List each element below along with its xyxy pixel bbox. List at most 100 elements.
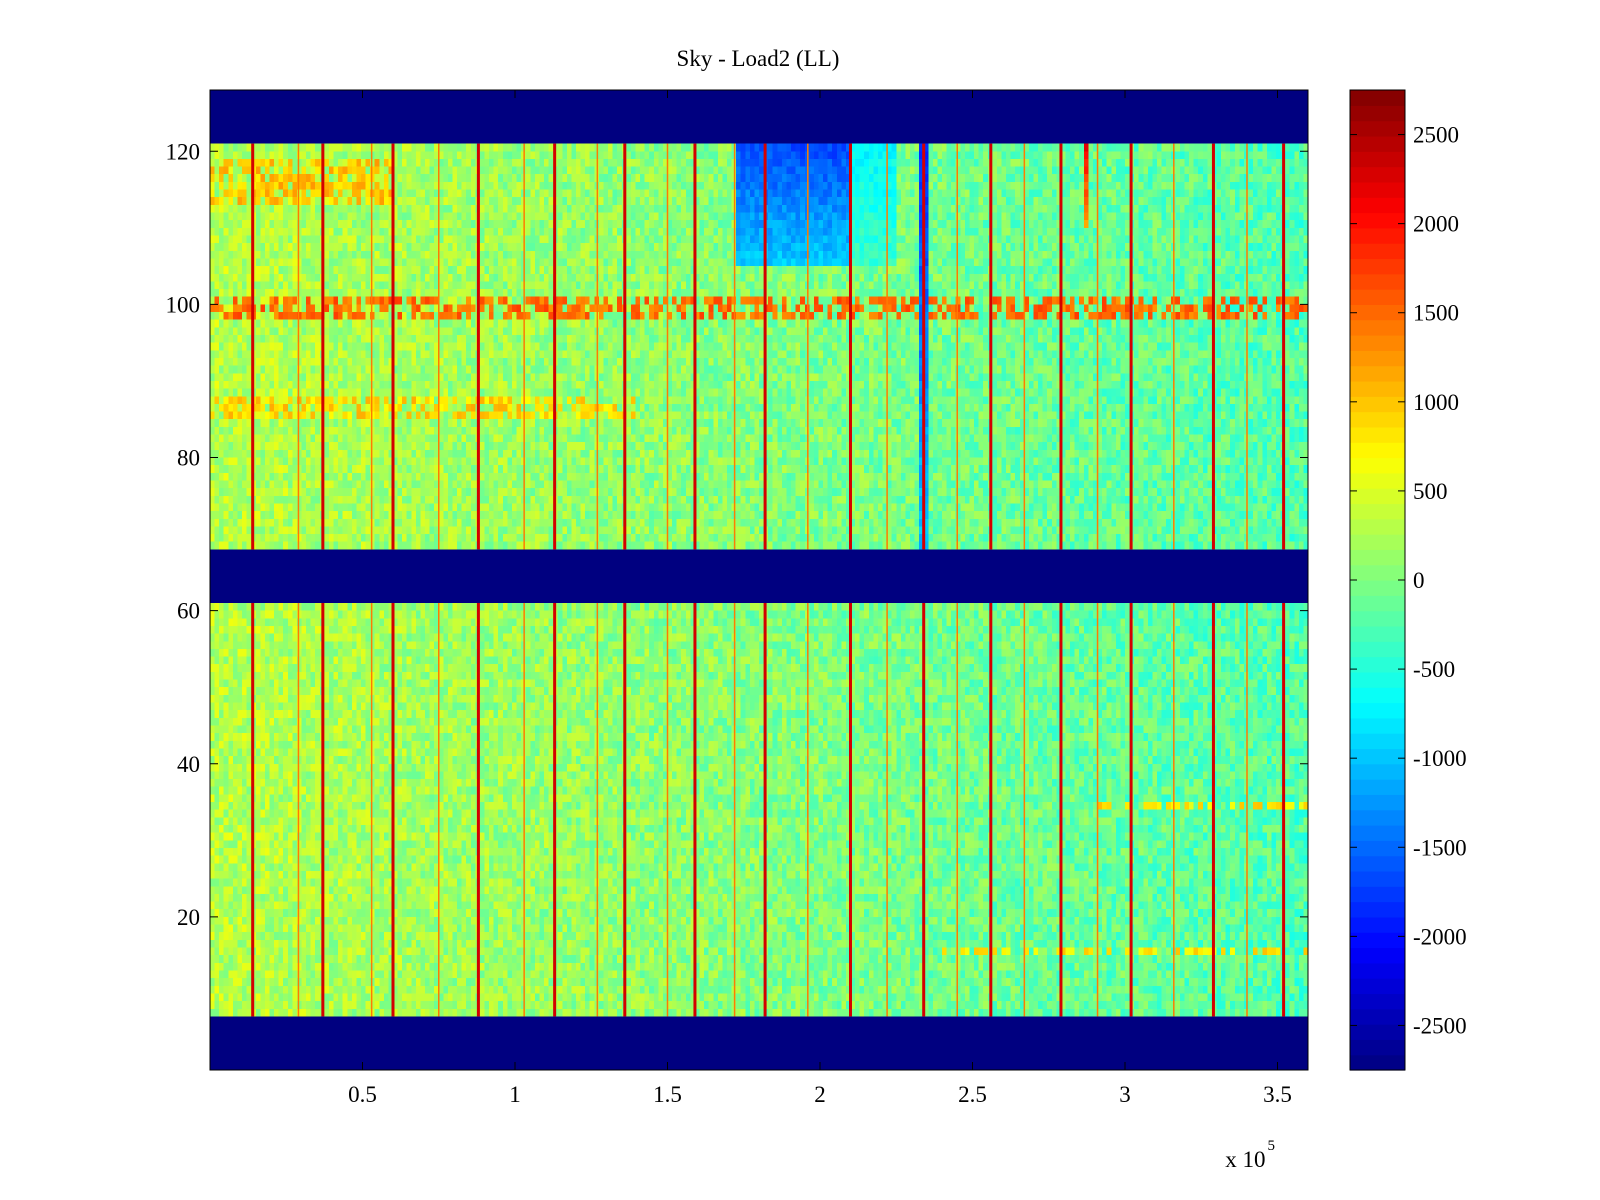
minor-spike-line <box>1173 602 1175 1017</box>
colorbar-tick-label: 500 <box>1413 479 1448 504</box>
colorbar-segment <box>1350 503 1405 520</box>
colorbar-segment <box>1350 748 1405 765</box>
spike-line <box>989 143 993 550</box>
minor-spike-line <box>1023 143 1026 550</box>
colorbar-segment <box>1350 671 1405 688</box>
spike-line <box>1282 143 1286 550</box>
spike-line <box>922 143 926 550</box>
x-tick-label: 2.5 <box>958 1082 987 1107</box>
colorbar-tick-label: -1000 <box>1413 746 1467 771</box>
minor-spike-line <box>666 143 669 550</box>
colorbar-segment <box>1350 595 1405 612</box>
colorbar-segment <box>1350 733 1405 750</box>
colorbar-segment <box>1350 197 1405 214</box>
spike-line <box>623 143 627 550</box>
spike-line <box>391 143 395 550</box>
spike-line <box>553 143 557 550</box>
y-axis: 20 40 60 80 100 120 <box>166 139 1308 930</box>
colorbar-segment <box>1350 763 1405 780</box>
colorbar-segment <box>1350 610 1405 627</box>
heatmap-plot-area <box>210 90 1308 1070</box>
spike-line <box>763 143 767 550</box>
minor-spike-line <box>523 143 525 550</box>
spike-line <box>1211 602 1215 1017</box>
colorbar-segment <box>1350 779 1405 795</box>
minor-spike-line <box>1173 143 1175 550</box>
colorbar-segment <box>1350 840 1405 857</box>
y-tick-label: 120 <box>166 139 201 164</box>
colorbar-segment <box>1350 717 1405 734</box>
spike-line <box>553 602 557 1017</box>
colorbar-segment <box>1350 273 1405 290</box>
colorbar-segment <box>1350 289 1405 305</box>
x-multiplier-exponent: 5 <box>1268 1138 1276 1154</box>
colorbar-segment <box>1350 518 1405 535</box>
y-tick-label: 100 <box>166 292 201 317</box>
colorbar-segment <box>1350 166 1405 183</box>
colorbar-tick-label: 2500 <box>1413 123 1459 148</box>
heatmap-image <box>210 90 1308 1070</box>
colorbar-segment <box>1350 978 1405 995</box>
colorbar-segment <box>1350 365 1405 382</box>
colorbar-segment <box>1350 962 1405 979</box>
y-tick-label: 60 <box>177 599 200 624</box>
colorbar-segment <box>1350 825 1405 841</box>
colorbar-segment <box>1350 870 1405 887</box>
colorbar-segment <box>1350 993 1405 1010</box>
colorbar-segment <box>1350 227 1405 244</box>
colorbar-tick-label: -500 <box>1413 657 1455 682</box>
colorbar-segment <box>1350 886 1405 903</box>
colorbar-segment <box>1350 319 1405 336</box>
colorbar-segment <box>1350 1024 1405 1040</box>
spike-line <box>989 602 993 1017</box>
colorbar-segment <box>1350 641 1405 658</box>
colorbar-segment <box>1350 549 1405 566</box>
minor-spike-line <box>1246 602 1248 1017</box>
spike-line <box>623 602 627 1017</box>
colorbar-tick-label: -1500 <box>1413 835 1467 860</box>
colorbar-segment <box>1350 380 1405 397</box>
colorbar-axis: 2500 2000 1500 1000 500 0 -500 -1000 -1500 -2000 -… <box>1350 123 1467 1038</box>
minor-spike-line <box>733 143 736 550</box>
colorbar-segment <box>1350 442 1405 459</box>
colorbar-segment <box>1350 1008 1405 1025</box>
colorbar-tick-label: 0 <box>1413 568 1425 593</box>
spike-line <box>321 143 325 550</box>
colorbar-segment <box>1350 90 1405 106</box>
minor-spike-line <box>733 602 736 1017</box>
colorbar-segment <box>1350 426 1405 443</box>
x-tick-label: 3.5 <box>1263 1082 1292 1107</box>
colorbar-tick-label: 1000 <box>1413 390 1459 415</box>
minor-spike-line <box>596 143 599 550</box>
colorbar-segment <box>1350 243 1405 260</box>
axes-border <box>209 89 1309 1071</box>
minor-spike-line <box>1246 143 1248 550</box>
x-axis-multiplier: x 105 <box>1225 1138 1275 1172</box>
x-tick-label: 1 <box>509 1082 521 1107</box>
y-tick-label: 20 <box>177 905 200 930</box>
spike-line <box>476 143 480 550</box>
colorbar-segment <box>1350 580 1405 596</box>
colorbar-segment <box>1350 304 1405 321</box>
minor-spike-line <box>297 602 300 1017</box>
spike-line <box>321 602 325 1017</box>
colorbar-tick-label: -2000 <box>1413 924 1467 949</box>
minor-spike-line <box>886 143 888 550</box>
minor-spike-line <box>807 143 809 550</box>
minor-spike-line <box>956 143 958 550</box>
colorbar-segment <box>1350 534 1405 550</box>
spike-line <box>1211 143 1215 550</box>
colorbar-tick-label: -2500 <box>1413 1013 1467 1038</box>
x-tick-label: 0.5 <box>348 1082 377 1107</box>
minor-spike-line <box>666 602 669 1017</box>
spike-line <box>251 602 255 1017</box>
colorbar-segment <box>1350 135 1405 152</box>
colorbar-segment <box>1350 687 1405 704</box>
x-axis: 0.5 1 1.5 2 2.5 3 3.5 <box>348 90 1292 1107</box>
spike-line <box>1129 602 1133 1017</box>
colorbar-segment <box>1350 932 1405 949</box>
y-tick-label: 80 <box>177 446 200 471</box>
colorbar-segment <box>1350 258 1405 275</box>
colorbar-segment <box>1350 625 1405 642</box>
colorbar-segment <box>1350 916 1405 933</box>
